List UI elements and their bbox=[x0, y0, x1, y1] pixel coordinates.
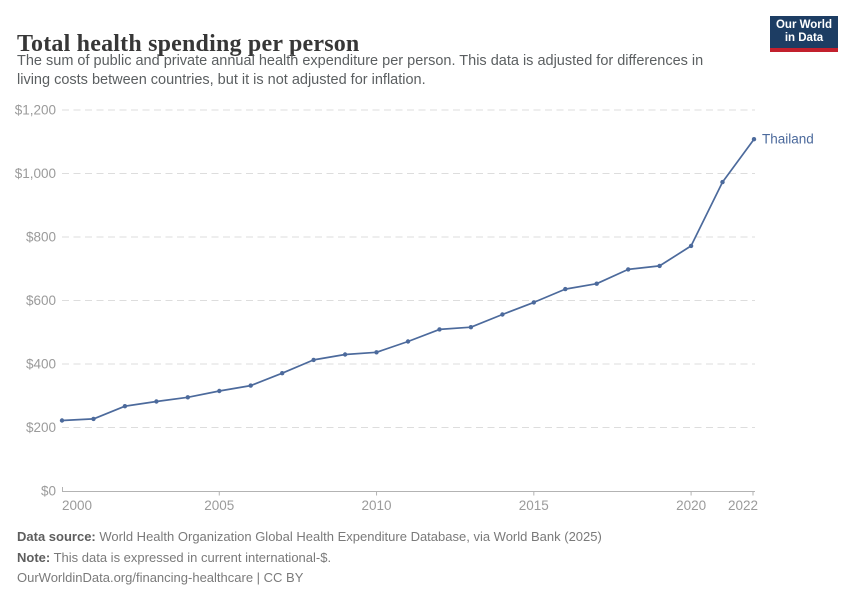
x-axis-tick-label: 2010 bbox=[362, 498, 392, 513]
owid-logo-line-1: Our World bbox=[775, 19, 832, 31]
data-point[interactable] bbox=[154, 399, 159, 404]
y-axis-tick-label: $1,200 bbox=[15, 103, 56, 118]
data-point[interactable] bbox=[311, 357, 316, 363]
data-point[interactable] bbox=[751, 137, 757, 142]
data-point[interactable] bbox=[217, 388, 222, 394]
note-line: Note: This data is expressed in current … bbox=[17, 548, 797, 569]
data-point[interactable] bbox=[374, 350, 379, 355]
data-point[interactable] bbox=[531, 300, 536, 305]
data-point[interactable] bbox=[594, 281, 599, 286]
series-line-thailand[interactable] bbox=[61, 138, 755, 422]
data-point[interactable] bbox=[91, 416, 96, 422]
y-axis-tick-label: $800 bbox=[26, 230, 56, 245]
data-source-label: Data source: bbox=[17, 529, 96, 544]
y-axis-tick-label: $1,000 bbox=[15, 166, 56, 181]
data-point[interactable] bbox=[185, 395, 190, 400]
owid-citation-link[interactable]: OurWorldinData.org/financing-healthcare … bbox=[17, 570, 304, 585]
x-axis-tick-label: 2000 bbox=[62, 498, 92, 513]
series-label-thailand[interactable]: Thailand bbox=[762, 132, 814, 147]
data-point[interactable] bbox=[405, 339, 411, 344]
data-point[interactable] bbox=[468, 325, 474, 330]
chart-title: Total health spending per person bbox=[17, 31, 360, 58]
note-label: Note: bbox=[17, 549, 51, 565]
y-axis-tick-label: $600 bbox=[26, 293, 56, 308]
data-point[interactable] bbox=[342, 352, 348, 357]
y-axis-tick-label: $400 bbox=[26, 357, 56, 372]
data-point[interactable] bbox=[437, 327, 442, 332]
data-point[interactable] bbox=[563, 286, 568, 292]
x-axis-tick-label: 2022 bbox=[728, 498, 758, 513]
data-point[interactable] bbox=[688, 243, 694, 249]
note-text: This data is expressed in current intern… bbox=[50, 549, 332, 565]
data-source-line: Data source: World Health Organization G… bbox=[17, 527, 797, 548]
data-point[interactable] bbox=[500, 312, 505, 317]
y-axis-tick-label: $0 bbox=[41, 484, 56, 499]
data-point[interactable] bbox=[720, 179, 725, 185]
data-point[interactable] bbox=[280, 371, 285, 376]
chart-subtitle: The sum of public and private annual hea… bbox=[17, 52, 732, 90]
chart-footer: Data source: World Health Organization G… bbox=[17, 527, 797, 589]
y-axis-tick-label: $200 bbox=[26, 420, 56, 435]
data-source-text: World Health Organization Global Health … bbox=[95, 529, 602, 544]
chart-subtitle-line-1: The sum of public and private annual hea… bbox=[17, 53, 704, 69]
owid-logo-line-2: in Data bbox=[784, 32, 824, 44]
data-point[interactable] bbox=[122, 404, 128, 409]
owid-logo[interactable]: Our World in Data bbox=[770, 16, 838, 52]
x-axis-tick-label: 2015 bbox=[519, 498, 549, 513]
x-axis-tick-label: 2005 bbox=[204, 498, 234, 513]
data-point[interactable] bbox=[626, 267, 631, 272]
x-axis-tick-label: 2020 bbox=[676, 498, 706, 513]
data-point[interactable] bbox=[248, 383, 253, 388]
chart-subtitle-line-2: living costs between countries, but it i… bbox=[17, 72, 426, 88]
data-point[interactable] bbox=[59, 418, 65, 423]
data-point[interactable] bbox=[657, 263, 662, 269]
